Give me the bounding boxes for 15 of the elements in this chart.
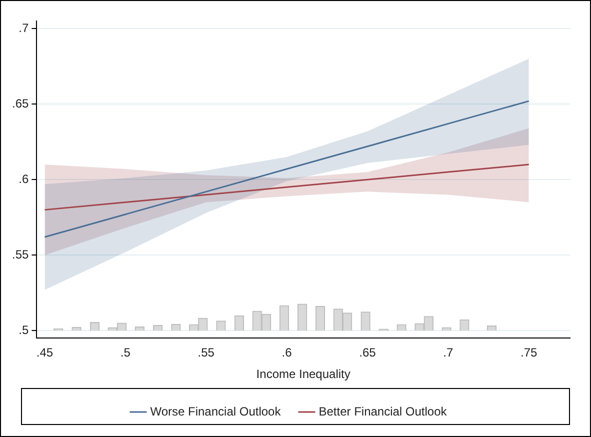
y-tick-label: .5	[18, 322, 29, 337]
x-tick-label: .5	[120, 346, 131, 360]
y-tick-label: .55	[12, 247, 29, 262]
x-tick-label: .55	[198, 346, 215, 360]
legend-label: Worse Financial Outlook	[150, 404, 282, 418]
x-tick-label: .7	[443, 346, 454, 360]
y-tick-label: .65	[12, 96, 29, 110]
x-axis-title: Income Inequality	[256, 367, 350, 382]
legend-label: Better Financial Outlook	[318, 404, 448, 418]
x-tick-label: .45	[36, 346, 54, 360]
y-tick-label: .7	[18, 20, 29, 35]
x-tick-label: .6	[282, 346, 292, 360]
x-tick-label: .75	[520, 346, 538, 360]
x-tick-label: .65	[359, 346, 376, 360]
y-tick-label: .6	[18, 172, 29, 186]
